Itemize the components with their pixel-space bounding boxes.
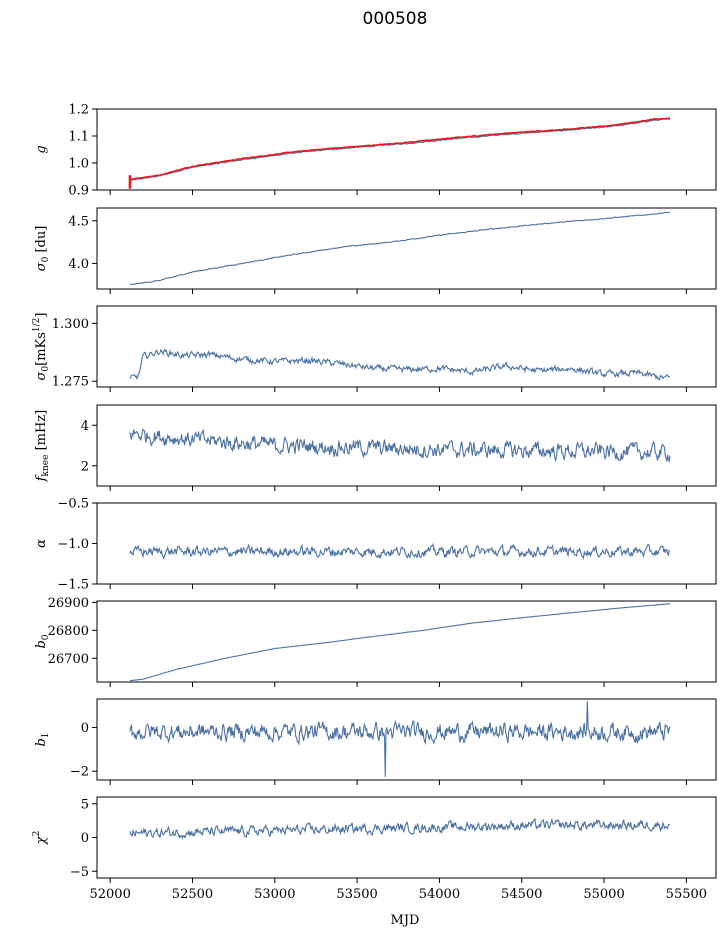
panel-chi2: −5 0 5 52000 52500 53000 53500 54000 54500 55000 5… [32,796,717,902]
x-tick-label: 54500 [501,887,542,902]
x-tick-label: 55000 [583,887,624,902]
y-tick-label: 0 [81,831,89,846]
y-axis-label: χ2 [32,831,49,846]
y-tick-label: 0 [81,721,89,736]
panel-alpha: −1.5 −1.0 −0.5 α [34,497,717,593]
series-line-b0 [129,603,670,682]
series-line-chi2 [129,817,671,840]
panel-sigma0: 4.0 4.5 σ0 [du] [34,207,717,294]
y-tick-label: −5 [70,865,89,880]
y-tick-label: 1.275 [52,375,89,390]
x-tick-label: 52500 [172,887,213,902]
y-tick-label: 1.0 [68,157,89,172]
series-line-alpha [129,542,671,561]
y-tick-label: 26700 [48,652,89,667]
y-tick-label: 4 [81,419,89,434]
x-tick-label: 53500 [336,887,377,902]
axes-frame [96,698,717,781]
y-tick-label: 1.2 [68,103,89,118]
axes-frame [96,404,717,487]
panel-b0: 26700 26800 26900 b0 [34,596,717,687]
series-line-fknee [129,428,671,463]
y-tick-label: 26800 [48,624,89,639]
x-axis-label: MJD [391,913,420,928]
y-tick-label: 1.1 [68,130,89,145]
x-tick-label: 52000 [89,887,130,902]
y-axis-label: σ0 [du] [34,226,51,272]
series-line-g [129,118,671,182]
panel-g: 0.9 1.0 1.1 1.2 g [34,103,717,199]
y-axis-label: σ0[mKs1/2] [32,313,51,381]
series-line-sigma0 [129,211,671,286]
y-tick-label: 1.300 [52,317,89,332]
axes-frame [96,108,717,191]
y-tick-label: 0.9 [68,184,89,199]
series-line-fit [129,117,671,181]
series-line-sigma0_mks [129,348,671,382]
axes-frame [96,796,717,879]
x-tick-label: 55500 [666,887,707,902]
panel-fknee: 2 4 fknee [mHz] [34,404,717,491]
y-axis-label: α [34,539,49,548]
axes-frame [96,600,717,683]
y-tick-label: 26900 [48,596,89,611]
y-tick-label: 2 [81,459,89,474]
y-axis-label: b1 [34,732,51,746]
y-tick-label: −0.5 [57,497,89,512]
y-tick-label: 4.5 [68,214,89,229]
y-axis-label: b0 [34,634,51,648]
panel-b1: −2 0 b1 [34,698,717,785]
y-tick-label: 5 [81,797,89,812]
axes-frame [96,502,717,585]
y-tick-label: −1.0 [57,537,89,552]
x-tick-label: 53000 [254,887,295,902]
y-axis-label: fknee [mHz] [34,410,51,483]
x-tick-label: 54000 [419,887,460,902]
axes-frame [96,207,717,290]
y-axis-label: g [34,145,49,153]
axes-frame [96,305,717,388]
panels: 0.9 1.0 1.1 1.2 g 4.0 4.5 σ0 [du] 1.275 1.300σ0[m… [32,103,717,902]
y-tick-label: −1.5 [57,578,89,593]
figure-title: 000508 [363,9,428,29]
y-tick-label: 4.0 [68,257,89,272]
series-line-b1 [129,701,671,777]
y-tick-label: −2 [70,765,89,780]
